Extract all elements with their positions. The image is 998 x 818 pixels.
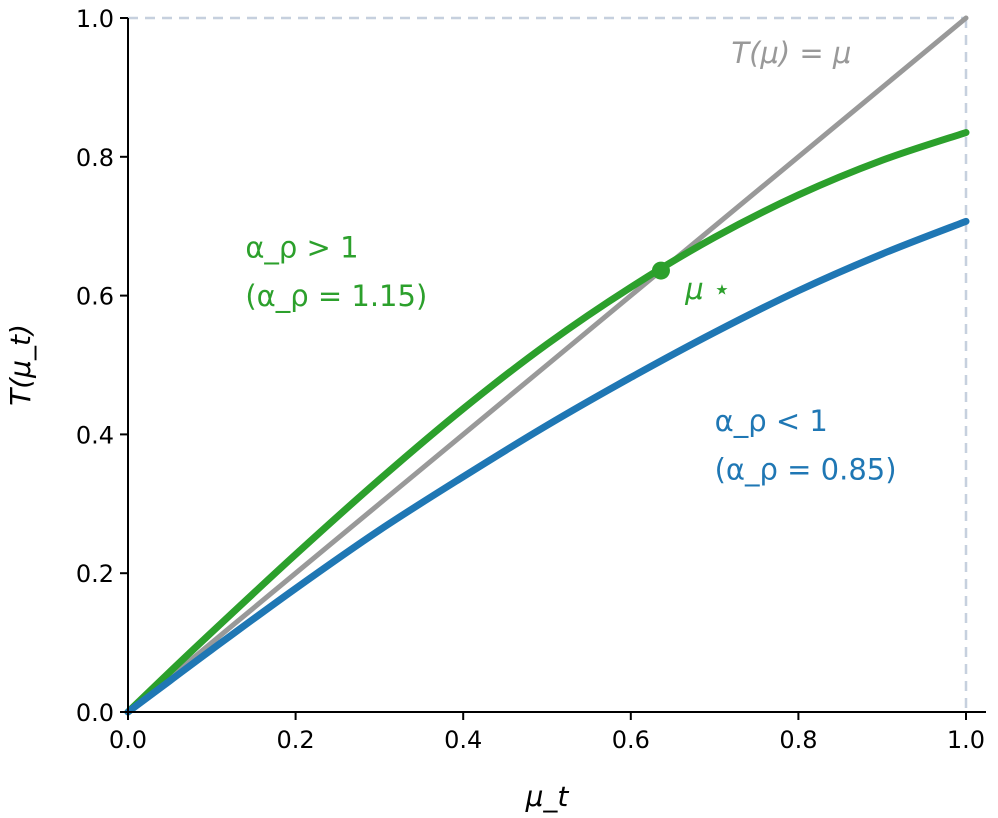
y-axis-label: T(μ_t) <box>4 324 37 406</box>
annotation-green-line1: α_ρ > 1 <box>245 230 358 264</box>
x-tick-label: 1.0 <box>947 726 985 754</box>
x-tick-label: 0.8 <box>779 726 817 754</box>
x-tick-label: 0.6 <box>612 726 650 754</box>
y-tick-label: 0.6 <box>76 283 114 311</box>
y-tick-label: 0.2 <box>76 560 114 588</box>
annotation-identity: T(μ) = μ <box>731 36 851 70</box>
annotation-blue-line2: (α_ρ = 0.85) <box>715 453 897 487</box>
axes: 0.0 0.2 0.4 0.6 0.8 1.0 0.0 0.2 0.4 0.6 0.8 1.0 <box>76 5 986 754</box>
green-curve <box>124 129 970 716</box>
reference-lines <box>128 16 968 712</box>
annotation-blue-line1: α_ρ < 1 <box>715 404 828 438</box>
annotation-fixed-point-label: μ ⋆ <box>684 272 731 306</box>
annotation-green-line2: (α_ρ = 1.15) <box>245 279 427 313</box>
x-tick-label: 0.4 <box>444 726 482 754</box>
y-tick-label: 1.0 <box>76 5 114 33</box>
fixed-point-marker <box>651 261 670 280</box>
fixed-point-marker-group <box>651 261 670 280</box>
annotations: T(μ) = μ μ ⋆ α_ρ > 1 (α_ρ = 1.15) α_ρ < 1 (α_… <box>245 36 896 486</box>
y-tick-label: 0.4 <box>76 421 114 449</box>
x-tick-label: 0.2 <box>277 726 315 754</box>
x-axis-label: μ_t <box>525 780 570 813</box>
identity-line <box>125 15 969 715</box>
x-tick-label: 0.0 <box>109 726 147 754</box>
y-tick-label: 0.8 <box>76 144 114 172</box>
series-lines <box>124 15 970 716</box>
blue-curve <box>124 217 970 716</box>
y-tick-label: 0.0 <box>76 699 114 727</box>
